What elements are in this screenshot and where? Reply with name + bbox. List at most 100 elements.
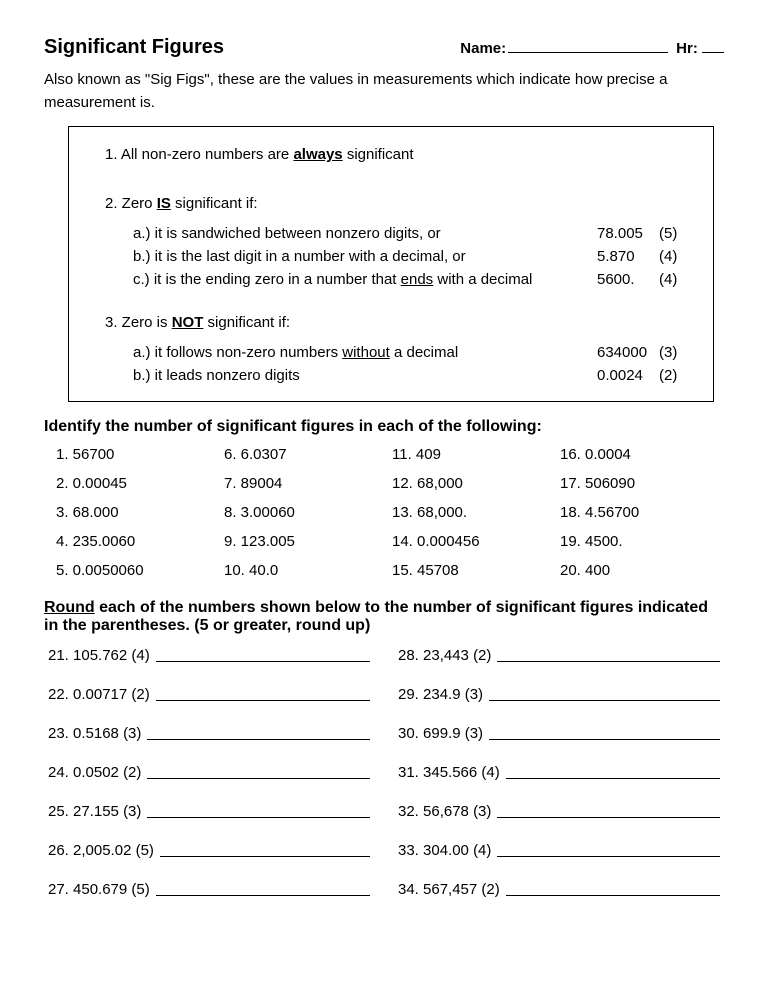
answer-blank	[497, 817, 720, 818]
identify-item: 3. 68.000	[56, 504, 216, 521]
answer-blank	[147, 778, 370, 779]
identify-item: 7. 89004	[224, 475, 384, 492]
answer-blank	[497, 856, 720, 857]
rule-3b-ct: (2)	[659, 367, 677, 384]
rule-3b-text: b.) it leads nonzero digits	[133, 364, 597, 387]
identify-item: 13. 68,000.	[392, 504, 552, 521]
rule-2b-text: b.) it is the last digit in a number wit…	[133, 245, 597, 268]
rule-2c-ex: 5600.	[597, 268, 659, 291]
answer-blank	[147, 817, 370, 818]
rule-3a-pre: a.) it follows non-zero numbers	[133, 344, 342, 361]
identify-heading: Identify the number of significant figur…	[44, 418, 724, 436]
round-item: 25. 27.155 (3)	[48, 803, 370, 820]
rule-3a-u: without	[342, 344, 390, 361]
page-title: Significant Figures	[44, 36, 460, 59]
identify-item: 18. 4.56700	[560, 504, 720, 521]
rule-3b-ex: 0.0024	[597, 364, 659, 387]
rule-2c: c.) it is the ending zero in a number th…	[105, 268, 693, 291]
answer-blank	[156, 661, 370, 662]
name-blank	[508, 52, 668, 53]
rule-2c-u: ends	[401, 271, 434, 288]
round-label: 24. 0.0502 (2)	[48, 764, 141, 781]
answer-blank	[506, 895, 720, 896]
rule-3a-post: a decimal	[390, 344, 458, 361]
rule-3-suf: significant if:	[203, 314, 290, 331]
identify-item: 17. 506090	[560, 475, 720, 492]
identify-item: 8. 3.00060	[224, 504, 384, 521]
identify-item: 12. 68,000	[392, 475, 552, 492]
round-item: 22. 0.00717 (2)	[48, 686, 370, 703]
rule-2-pre: 2. Zero	[105, 195, 157, 212]
rule-2a: a.) it is sandwiched between nonzero dig…	[105, 222, 693, 245]
round-label: 27. 450.679 (5)	[48, 881, 150, 898]
rule-2c-ct: (4)	[659, 271, 677, 288]
answer-blank	[147, 739, 370, 740]
identify-item: 9. 123.005	[224, 533, 384, 550]
round-label: 23. 0.5168 (3)	[48, 725, 141, 742]
round-item: 26. 2,005.02 (5)	[48, 842, 370, 859]
rule-2b-ex: 5.870	[597, 245, 659, 268]
answer-blank	[506, 778, 720, 779]
round-label: 21. 105.762 (4)	[48, 647, 150, 664]
identify-item: 4. 235.0060	[56, 533, 216, 550]
identify-item: 5. 0.0050060	[56, 562, 216, 579]
round-label: 32. 56,678 (3)	[398, 803, 491, 820]
rule-2a-text: a.) it is sandwiched between nonzero dig…	[133, 222, 597, 245]
round-heading-rest: each of the numbers shown below to the n…	[44, 599, 708, 634]
identify-item: 14. 0.000456	[392, 533, 552, 550]
round-item: 29. 234.9 (3)	[398, 686, 720, 703]
rule-3: 3. Zero is NOT significant if:	[105, 311, 693, 334]
identify-item: 11. 409	[392, 446, 552, 463]
round-heading-u: Round	[44, 599, 95, 616]
round-item: 34. 567,457 (2)	[398, 881, 720, 898]
answer-blank	[489, 700, 720, 701]
round-label: 28. 23,443 (2)	[398, 647, 491, 664]
round-item: 28. 23,443 (2)	[398, 647, 720, 664]
rule-3-bold: NOT	[172, 314, 204, 331]
round-label: 22. 0.00717 (2)	[48, 686, 150, 703]
answer-blank	[160, 856, 370, 857]
round-grid: 21. 105.762 (4) 28. 23,443 (2) 22. 0.00717…	[44, 643, 724, 902]
identify-item: 20. 400	[560, 562, 720, 579]
identify-item: 6. 6.0307	[224, 446, 384, 463]
rule-1: 1. All non-zero numbers are always signi…	[105, 143, 693, 166]
round-label: 34. 567,457 (2)	[398, 881, 500, 898]
answer-blank	[497, 661, 720, 662]
header-row: Significant Figures Name: Hr:	[44, 36, 724, 59]
identify-grid: 1. 56700 6. 6.0307 11. 409 16. 0.0004 2. 0.0…	[44, 444, 724, 583]
identify-item: 10. 40.0	[224, 562, 384, 579]
rule-2c-pre: c.) it is the ending zero in a number th…	[133, 271, 401, 288]
name-label: Name:	[460, 40, 506, 57]
round-item: 32. 56,678 (3)	[398, 803, 720, 820]
identify-item: 16. 0.0004	[560, 446, 720, 463]
round-item: 30. 699.9 (3)	[398, 725, 720, 742]
rule-1-pre: 1. All non-zero numbers are	[105, 146, 293, 163]
round-item: 31. 345.566 (4)	[398, 764, 720, 781]
round-label: 33. 304.00 (4)	[398, 842, 491, 859]
identify-item: 15. 45708	[392, 562, 552, 579]
hr-blank	[702, 52, 724, 53]
rule-1-suf: significant	[343, 146, 414, 163]
identify-item: 2. 0.00045	[56, 475, 216, 492]
round-label: 30. 699.9 (3)	[398, 725, 483, 742]
rule-2-bold: IS	[157, 195, 171, 212]
rule-2b: b.) it is the last digit in a number wit…	[105, 245, 693, 268]
rule-3b: b.) it leads nonzero digits 0.0024(2)	[105, 364, 693, 387]
rule-3-pre: 3. Zero is	[105, 314, 172, 331]
hr-label: Hr:	[676, 40, 698, 57]
intro-text: Also known as "Sig Figs", these are the …	[44, 69, 724, 114]
answer-blank	[489, 739, 720, 740]
round-heading: Round each of the numbers shown below to…	[44, 599, 724, 635]
rule-3a-ct: (3)	[659, 344, 677, 361]
rules-box: 1. All non-zero numbers are always signi…	[68, 126, 714, 402]
round-item: 23. 0.5168 (3)	[48, 725, 370, 742]
identify-item: 19. 4500.	[560, 533, 720, 550]
rule-2b-ct: (4)	[659, 248, 677, 265]
round-label: 31. 345.566 (4)	[398, 764, 500, 781]
rule-2c-post: with a decimal	[433, 271, 532, 288]
round-label: 25. 27.155 (3)	[48, 803, 141, 820]
round-label: 29. 234.9 (3)	[398, 686, 483, 703]
identify-item: 1. 56700	[56, 446, 216, 463]
rule-2a-ex: 78.005	[597, 222, 659, 245]
rule-2: 2. Zero IS significant if:	[105, 192, 693, 215]
